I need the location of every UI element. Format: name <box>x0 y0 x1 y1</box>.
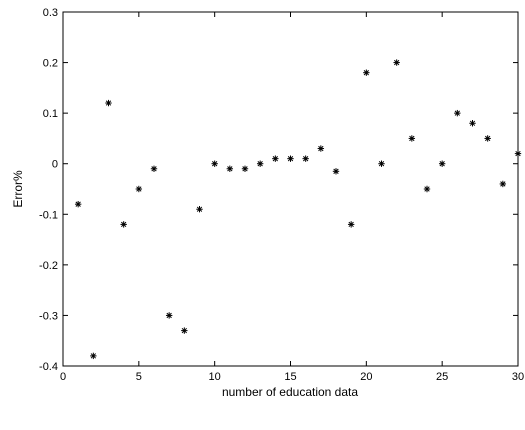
plot-area <box>62 11 519 367</box>
x-tick-label: 10 <box>209 371 221 383</box>
data-point <box>211 160 218 167</box>
data-point <box>393 59 400 66</box>
point-marker-stroke <box>136 186 142 192</box>
data-point <box>241 165 249 172</box>
point-marker-stroke <box>151 166 157 172</box>
point-marker-stroke <box>485 135 491 142</box>
data-point <box>378 160 385 167</box>
data-point <box>363 69 370 76</box>
data-point <box>469 120 476 127</box>
data-point <box>499 180 507 188</box>
point-marker-stroke <box>287 155 294 162</box>
data-point <box>332 168 340 175</box>
x-tick-labels: 0 5 10 15 20 25 30 <box>60 371 524 383</box>
y-axis-label: Error% <box>11 170 25 208</box>
data-point <box>135 185 143 193</box>
y-tick-label: 0.3 <box>43 7 58 19</box>
point-marker-stroke <box>469 120 476 126</box>
data-point <box>347 221 355 228</box>
point-marker-stroke <box>257 161 263 167</box>
data-point <box>423 185 431 193</box>
x-tick-label: 25 <box>436 371 448 383</box>
y-tick-label: -0.4 <box>39 361 58 373</box>
point-marker-stroke <box>439 161 445 167</box>
data-points <box>74 59 522 360</box>
point-marker-stroke <box>394 59 400 66</box>
point-marker-stroke <box>90 353 96 359</box>
y-tick-label: -0.3 <box>39 310 58 322</box>
point-marker-stroke <box>121 221 127 228</box>
y-tick-label: 0.2 <box>43 58 58 70</box>
x-tick-label: 0 <box>60 371 66 383</box>
data-point <box>150 165 158 172</box>
data-point <box>196 206 203 213</box>
point-marker-stroke <box>272 155 278 162</box>
point-marker-stroke <box>363 70 369 76</box>
data-point <box>120 221 127 228</box>
point-marker-stroke <box>303 155 309 162</box>
y-tick-label: 0 <box>52 159 58 171</box>
data-point <box>105 99 112 107</box>
point-marker-stroke <box>227 166 233 172</box>
data-point <box>438 160 446 167</box>
point-marker-stroke <box>318 145 324 152</box>
axis-ticks <box>62 11 519 367</box>
point-marker-stroke <box>333 168 339 174</box>
point-marker-stroke <box>500 181 506 187</box>
y-tick-labels: 0.3 0.2 0.1 0 -0.1 -0.2 -0.3 -0.4 <box>39 7 58 373</box>
data-point <box>90 352 97 360</box>
x-tick-label: 20 <box>360 371 372 383</box>
x-tick-label: 15 <box>284 371 296 383</box>
y-tick-label: 0.1 <box>43 108 58 120</box>
point-marker-stroke <box>242 166 248 172</box>
point-marker-stroke <box>348 221 354 228</box>
data-point <box>256 160 264 167</box>
point-marker-stroke <box>409 135 415 142</box>
y-tick-label: -0.1 <box>39 209 58 221</box>
x-tick-label: 30 <box>512 371 524 383</box>
data-point <box>454 109 461 117</box>
data-point <box>74 200 82 208</box>
data-point <box>484 135 491 142</box>
point-marker-stroke <box>166 312 172 319</box>
data-point <box>181 327 188 334</box>
point-marker-stroke <box>454 110 460 116</box>
data-point <box>226 165 234 172</box>
data-point <box>514 150 522 157</box>
point-marker-stroke <box>105 100 112 106</box>
x-tick-label: 5 <box>136 371 142 383</box>
point-marker-stroke <box>75 201 81 207</box>
data-point <box>302 155 309 162</box>
data-point <box>408 135 416 142</box>
data-point <box>165 312 173 319</box>
point-marker-stroke <box>181 327 187 334</box>
point-marker-stroke <box>424 186 430 192</box>
point-marker-stroke <box>378 161 385 167</box>
data-point <box>272 155 279 162</box>
point-marker-stroke <box>212 161 218 167</box>
data-point <box>317 145 325 152</box>
point-marker-stroke <box>196 206 203 212</box>
y-tick-label: -0.2 <box>39 260 58 272</box>
data-point <box>287 155 294 162</box>
x-axis-label: number of education data <box>222 385 358 399</box>
point-marker-stroke <box>515 150 521 157</box>
